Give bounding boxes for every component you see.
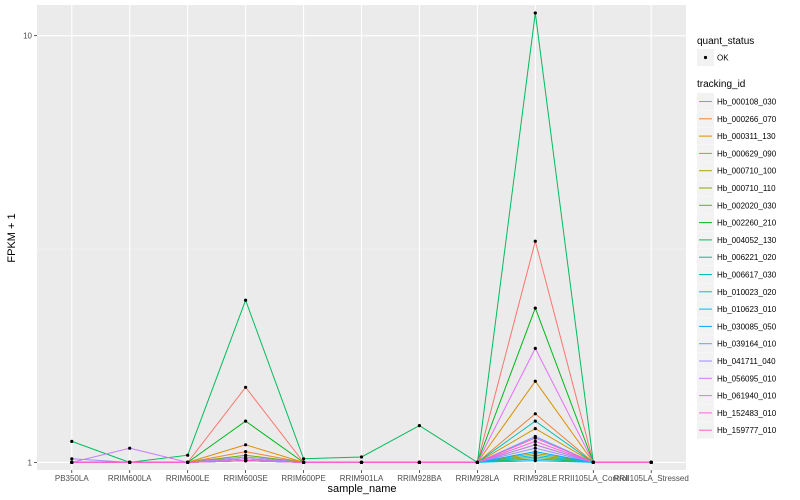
y-tick-label: 10 — [23, 32, 32, 41]
legend-label-Hb_159777_010: Hb_159777_010 — [717, 426, 777, 435]
data-point — [533, 439, 537, 443]
data-point — [533, 11, 537, 15]
x-tick-label: RRIM600PE — [281, 474, 325, 483]
data-point — [70, 460, 74, 464]
data-point — [533, 306, 537, 310]
x-tick-label: RRIM928LE — [514, 474, 558, 483]
x-tick-label: RRIM600LA — [108, 474, 152, 483]
data-point — [533, 346, 537, 350]
legend-label-Hb_002260_210: Hb_002260_210 — [717, 219, 777, 228]
data-point — [533, 443, 537, 447]
data-point — [533, 239, 537, 243]
legend-label-Hb_000710_110: Hb_000710_110 — [717, 184, 776, 193]
data-point — [649, 460, 653, 464]
legend-label-Hb_000266_070: Hb_000266_070 — [717, 115, 777, 124]
y-tick-label: 1 — [28, 458, 33, 467]
data-point — [70, 457, 74, 461]
y-axis: 1 10 — [23, 32, 37, 467]
legend-label-Hb_030085_050: Hb_030085_050 — [717, 322, 777, 331]
data-point — [417, 424, 421, 428]
data-point — [186, 453, 190, 457]
data-point — [244, 459, 248, 463]
legend: quant_status OK tracking_id Hb_000108_03… — [697, 36, 777, 439]
data-point — [244, 443, 248, 447]
legend-title-tracking-id: tracking_id — [697, 79, 745, 90]
x-tick-label: RRIM600LE — [166, 474, 210, 483]
x-tick-label: RRIM600SE — [223, 474, 267, 483]
data-point — [533, 459, 537, 463]
x-tick-label: RRII105LA_Stressed — [614, 474, 689, 483]
x-tick-label: RRIM928LA — [456, 474, 500, 483]
data-point — [128, 446, 132, 450]
legend-label-Hb_061940_010: Hb_061940_010 — [717, 392, 777, 401]
x-tick-label: RRIM928BA — [397, 474, 442, 483]
x-axis: PB350LA RRIM600LA RRIM600LE RRIM600SE RRIM60… — [55, 470, 689, 483]
data-point — [533, 412, 537, 416]
legend-label-Hb_000311_130: Hb_000311_130 — [717, 132, 776, 141]
x-axis-title: sample_name — [327, 483, 396, 495]
x-tick-label: PB350LA — [55, 474, 89, 483]
y-axis-title: FPKM + 1 — [6, 213, 18, 262]
legend-label-Hb_006221_020: Hb_006221_020 — [717, 253, 777, 262]
data-point — [359, 455, 364, 459]
data-point — [186, 460, 190, 464]
legend-label-Hb_010023_020: Hb_010023_020 — [717, 288, 777, 297]
legend-label: OK — [717, 54, 729, 63]
legend-label-Hb_000108_030: Hb_000108_030 — [717, 98, 777, 107]
x-tick-label: RRIM901LA — [340, 474, 384, 483]
x-tick-label: RRII105LA_Control — [559, 474, 629, 483]
line-legend: Hb_000108_030 Hb_000266_070 Hb_000311_130 H… — [697, 93, 777, 439]
data-point — [533, 453, 537, 457]
legend-label-Hb_000629_090: Hb_000629_090 — [717, 149, 777, 158]
data-point — [244, 385, 248, 389]
data-point — [302, 457, 306, 461]
data-point — [591, 460, 595, 464]
legend-label-Hb_002020_030: Hb_002020_030 — [717, 201, 777, 210]
data-point — [128, 460, 132, 464]
data-point — [359, 460, 364, 464]
legend-label-Hb_039164_010: Hb_039164_010 — [717, 340, 777, 349]
data-point — [70, 439, 74, 443]
legend-label-Hb_041711_040: Hb_041711_040 — [717, 357, 776, 366]
data-point — [533, 419, 537, 423]
data-point — [533, 450, 537, 454]
legend-point-key — [703, 55, 708, 60]
data-point — [475, 460, 479, 464]
data-point — [533, 436, 537, 440]
data-point — [244, 298, 248, 302]
legend-label-Hb_004052_130: Hb_004052_130 — [717, 236, 777, 245]
legend-label-Hb_000710_100: Hb_000710_100 — [717, 167, 777, 176]
point-legend: OK — [697, 49, 729, 66]
legend-label-Hb_010623_010: Hb_010623_010 — [717, 305, 777, 314]
data-point — [302, 460, 306, 464]
data-point — [417, 460, 421, 464]
series-points — [70, 11, 653, 464]
legend-label-Hb_006617_030: Hb_006617_030 — [717, 271, 777, 280]
legend-label-Hb_056095_010: Hb_056095_010 — [717, 374, 777, 383]
data-point — [244, 419, 248, 423]
data-point — [244, 450, 248, 454]
legend-title-quant-status: quant_status — [697, 36, 754, 47]
data-point — [533, 427, 537, 431]
legend-label-Hb_152483_010: Hb_152483_010 — [717, 409, 777, 418]
data-point — [533, 379, 537, 383]
data-point — [533, 446, 537, 450]
